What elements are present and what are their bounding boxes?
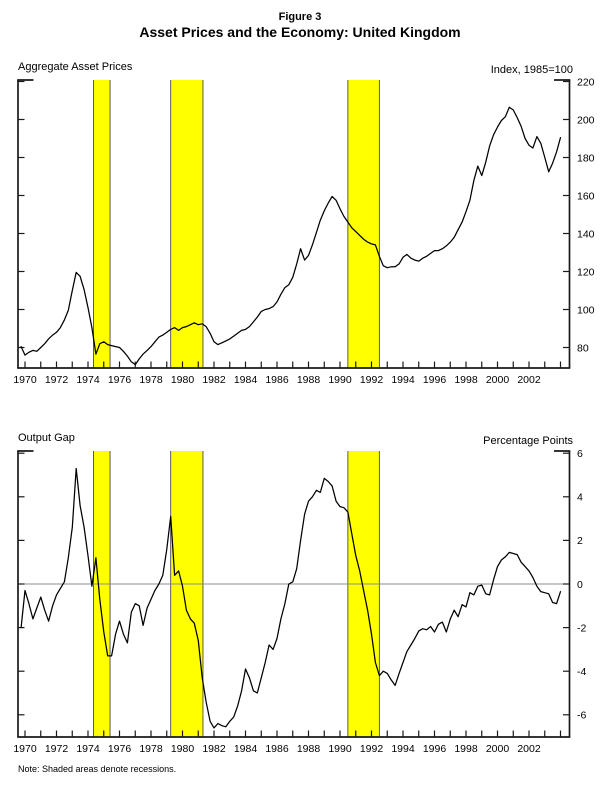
y-tick-label: 160 <box>577 190 595 202</box>
x-tick-label: 1994 <box>391 743 415 755</box>
figure-title: Asset Prices and the Economy: United Kin… <box>139 24 461 40</box>
x-tick-label: 1998 <box>454 743 478 755</box>
y-tick-label: 100 <box>577 304 595 316</box>
x-tick-label: 1990 <box>328 743 352 755</box>
x-tick-label: 1992 <box>360 743 384 755</box>
x-tick-label: 1984 <box>234 374 258 386</box>
x-tick-label: 1970 <box>13 743 37 755</box>
series-line <box>20 106 562 366</box>
y-tick-label: 220 <box>577 76 595 88</box>
x-tick-label: 1996 <box>423 374 447 386</box>
y-tick-label: 4 <box>577 492 583 504</box>
y-tick-label: 140 <box>577 228 595 240</box>
x-tick-label: 1994 <box>391 374 415 386</box>
x-tick-label: 2000 <box>486 374 510 386</box>
y-tick-label: 180 <box>577 152 595 164</box>
bottom-chart-unit-label: Percentage Points <box>483 435 573 447</box>
x-tick-label: 1988 <box>297 743 321 755</box>
bottom-chart-title: Output Gap <box>18 432 75 444</box>
y-tick-label: -6 <box>577 710 586 722</box>
y-tick-label: 200 <box>577 114 595 126</box>
x-tick-label: 1980 <box>171 743 195 755</box>
x-tick-label: 1978 <box>139 743 163 755</box>
x-tick-label: 1990 <box>328 374 352 386</box>
x-tick-label: 1998 <box>454 374 478 386</box>
x-tick-label: 1982 <box>202 743 226 755</box>
x-tick-label: 1984 <box>234 743 258 755</box>
recession-band <box>347 80 380 368</box>
y-tick-label: 120 <box>577 266 595 278</box>
x-tick-label: 1978 <box>139 374 163 386</box>
footnote: Note: Shaded areas denote recessions. <box>18 764 177 774</box>
recession-band <box>93 451 111 737</box>
x-tick-label: 2002 <box>517 374 541 386</box>
recession-band <box>93 80 111 368</box>
x-tick-label: 1970 <box>13 374 37 386</box>
x-tick-label: 2000 <box>486 743 510 755</box>
x-tick-label: 2002 <box>517 743 541 755</box>
x-tick-label: 1986 <box>265 374 289 386</box>
x-tick-label: 1972 <box>45 743 69 755</box>
recession-band <box>170 451 203 737</box>
x-tick-label: 1986 <box>265 743 289 755</box>
x-tick-label: 1982 <box>202 374 226 386</box>
top-chart-title: Aggregate Asset Prices <box>18 61 133 73</box>
y-tick-label: 80 <box>577 342 589 354</box>
y-tick-label: -2 <box>577 622 586 634</box>
recession-band <box>170 80 203 368</box>
figure-number: Figure 3 <box>278 11 322 23</box>
x-tick-label: 1996 <box>423 743 447 755</box>
recession-band <box>347 451 380 737</box>
y-tick-label: 2 <box>577 535 583 547</box>
x-tick-label: 1976 <box>108 374 132 386</box>
x-tick-label: 1992 <box>360 374 384 386</box>
x-tick-label: 1972 <box>45 374 69 386</box>
x-tick-label: 1976 <box>108 743 132 755</box>
x-tick-label: 1988 <box>297 374 321 386</box>
y-tick-label: 0 <box>577 579 583 591</box>
x-tick-label: 1980 <box>171 374 195 386</box>
x-tick-label: 1974 <box>76 743 100 755</box>
y-tick-label: 6 <box>577 448 583 460</box>
x-tick-label: 1974 <box>76 374 100 386</box>
series-line <box>20 467 562 729</box>
y-tick-label: -4 <box>577 666 586 678</box>
top-chart-unit-label: Index, 1985=100 <box>490 64 573 76</box>
